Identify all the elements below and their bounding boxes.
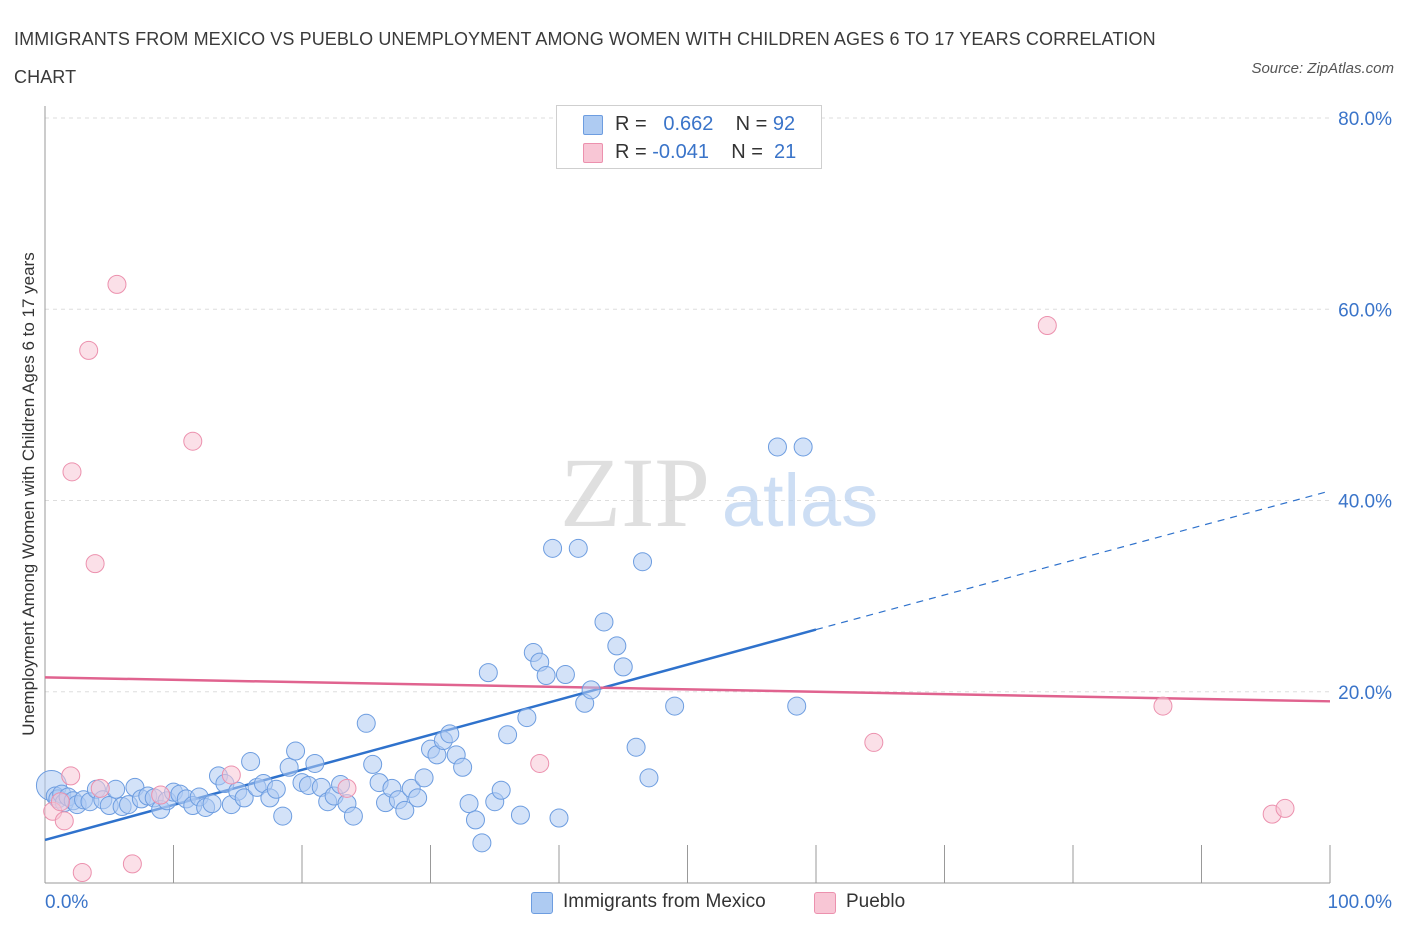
point-mexico-75 bbox=[517, 708, 537, 728]
point-mexico-52 bbox=[363, 754, 383, 774]
point-pueblo-15 bbox=[530, 753, 550, 773]
point-pueblo-17 bbox=[1037, 316, 1057, 336]
data-points bbox=[35, 274, 1295, 882]
point-pueblo-16 bbox=[864, 732, 884, 752]
trend-line-pueblo bbox=[44, 676, 1331, 703]
point-mexico-57 bbox=[395, 800, 415, 820]
point-mexico-59 bbox=[408, 788, 428, 808]
legend-r-value-mexico: 0.662 bbox=[663, 113, 714, 135]
point-pueblo-14 bbox=[337, 778, 357, 798]
point-mexico-40 bbox=[279, 757, 299, 777]
bottom-legend-label-mexico: Immigrants from Mexico bbox=[563, 891, 766, 912]
point-pueblo-18 bbox=[1153, 696, 1173, 716]
point-mexico-44 bbox=[305, 753, 325, 773]
watermark-atlas: atlas bbox=[722, 459, 878, 542]
legend-swatch-pueblo bbox=[583, 143, 603, 163]
point-mexico-33 bbox=[234, 788, 254, 808]
point-mexico-73 bbox=[498, 725, 518, 745]
grid-lines bbox=[45, 117, 1330, 693]
legend-n-value-mexico: 92 bbox=[772, 113, 796, 135]
point-mexico-94 bbox=[793, 437, 813, 457]
point-mexico-74 bbox=[510, 805, 530, 825]
y-tick-label-20: 20.0% bbox=[1338, 683, 1392, 704]
point-mexico-90 bbox=[639, 768, 659, 788]
legend-n-value-pueblo: 21 bbox=[774, 141, 797, 163]
point-mexico-50 bbox=[343, 806, 363, 826]
point-pueblo-20 bbox=[1275, 798, 1295, 818]
watermark-zip: ZIP bbox=[560, 437, 710, 548]
legend-n-label-mexico: N = bbox=[735, 113, 768, 135]
point-mexico-60 bbox=[414, 768, 434, 788]
point-mexico-92 bbox=[767, 437, 787, 457]
point-mexico-39 bbox=[273, 806, 293, 826]
y-axis-label: Unemployment Among Women with Children A… bbox=[19, 252, 38, 736]
point-mexico-38 bbox=[266, 779, 286, 799]
point-mexico-28 bbox=[202, 794, 222, 814]
point-mexico-51 bbox=[356, 713, 376, 733]
point-pueblo-6 bbox=[85, 554, 105, 574]
tick-labels: 20.0% 40.0% 60.0% 80.0% 0.0% 100.0% bbox=[45, 109, 1392, 913]
bottom-legend-swatch-pueblo bbox=[814, 892, 836, 914]
point-mexico-93 bbox=[787, 696, 807, 716]
point-mexico-34 bbox=[241, 752, 261, 772]
point-mexico-88 bbox=[626, 737, 646, 757]
correlation-legend: R = 0.662 N = 92 R = -0.041 N = 21 bbox=[556, 105, 822, 169]
point-mexico-91 bbox=[665, 696, 685, 716]
point-mexico-64 bbox=[440, 724, 460, 744]
x-tick-label-100: 100.0% bbox=[1328, 892, 1393, 913]
point-pueblo-12 bbox=[62, 462, 82, 482]
point-mexico-82 bbox=[568, 538, 588, 558]
point-mexico-67 bbox=[459, 794, 479, 814]
point-mexico-72 bbox=[491, 780, 511, 800]
point-mexico-66 bbox=[453, 757, 473, 777]
point-pueblo-8 bbox=[107, 274, 127, 294]
x-tick-label-0: 0.0% bbox=[45, 892, 88, 913]
point-mexico-80 bbox=[549, 808, 569, 828]
point-mexico-85 bbox=[594, 612, 614, 632]
trend-line-mexico-extension bbox=[815, 490, 1331, 631]
watermark: ZIP atlas bbox=[560, 437, 878, 548]
point-mexico-79 bbox=[543, 538, 563, 558]
legend-swatch-mexico bbox=[583, 115, 603, 135]
point-mexico-41 bbox=[286, 741, 306, 761]
point-pueblo-2 bbox=[54, 811, 74, 831]
point-pueblo-7 bbox=[90, 778, 110, 798]
point-mexico-68 bbox=[465, 810, 485, 830]
point-pueblo-5 bbox=[79, 340, 99, 360]
point-mexico-89 bbox=[633, 552, 653, 572]
point-pueblo-3 bbox=[61, 766, 81, 786]
legend-r-label-mexico: R = bbox=[615, 113, 647, 135]
source-label: Source: ZipAtlas.com bbox=[1251, 60, 1394, 77]
bottom-legend-label-pueblo: Pueblo bbox=[846, 891, 906, 912]
point-mexico-78 bbox=[536, 665, 556, 685]
point-pueblo-4 bbox=[72, 862, 92, 882]
bottom-legend-swatch-mexico bbox=[531, 892, 553, 914]
legend-n-label-pueblo: N = bbox=[731, 141, 763, 163]
point-mexico-87 bbox=[613, 657, 633, 677]
point-mexico-84 bbox=[581, 680, 601, 700]
point-mexico-70 bbox=[478, 663, 498, 683]
point-pueblo-10 bbox=[151, 785, 171, 805]
point-pueblo-13 bbox=[221, 765, 241, 785]
point-mexico-81 bbox=[555, 665, 575, 685]
y-tick-label-80: 80.0% bbox=[1338, 109, 1392, 130]
y-tick-label-60: 60.0% bbox=[1338, 300, 1392, 321]
point-pueblo-1 bbox=[50, 792, 70, 812]
chart-title: IMMIGRANTS FROM MEXICO VS PUEBLO UNEMPLO… bbox=[14, 29, 1156, 87]
point-pueblo-11 bbox=[183, 431, 203, 451]
y-tick-label-40: 40.0% bbox=[1338, 492, 1392, 513]
legend-r-value-pueblo: -0.041 bbox=[652, 141, 709, 163]
point-mexico-69 bbox=[472, 833, 492, 853]
legend-r-label-pueblo: R = bbox=[615, 141, 647, 163]
point-mexico-86 bbox=[607, 636, 627, 656]
axes bbox=[44, 106, 1331, 884]
point-pueblo-9 bbox=[122, 854, 142, 874]
